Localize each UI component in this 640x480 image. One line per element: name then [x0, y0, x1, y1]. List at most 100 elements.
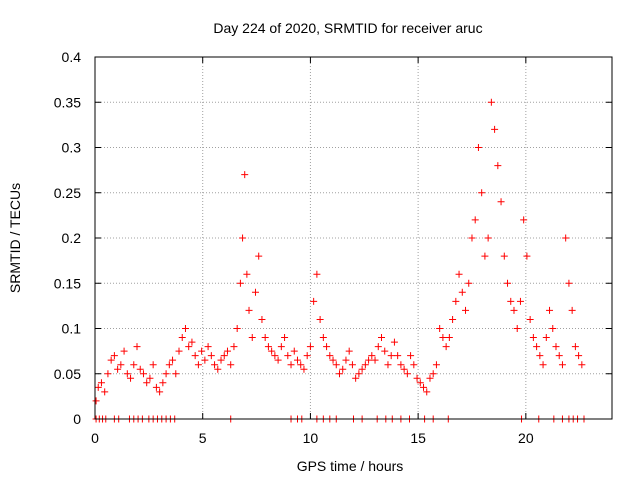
data-point [139, 370, 147, 378]
data-point [487, 98, 495, 106]
data-point [233, 325, 241, 332]
data-point [387, 352, 395, 360]
data-point [394, 352, 402, 360]
data-point [323, 343, 331, 351]
data-point [245, 306, 253, 314]
data-point [284, 352, 292, 360]
data-point [274, 356, 282, 364]
data-point [513, 325, 521, 332]
grid-lines [95, 57, 612, 419]
data-point [474, 144, 482, 151]
data-point [510, 306, 518, 314]
data-point [261, 334, 269, 342]
data-point [290, 347, 298, 355]
data-point [371, 356, 379, 364]
data-point [241, 171, 249, 179]
data-point [345, 347, 353, 355]
x-axis-label: GPS time / hours [297, 458, 404, 474]
data-point [130, 361, 138, 369]
data-point [578, 361, 586, 369]
data-point [217, 356, 225, 364]
data-point [442, 343, 450, 351]
data-point [92, 397, 100, 405]
data-point [558, 361, 566, 369]
data-point [123, 370, 131, 378]
data-point [436, 325, 444, 332]
data-point [303, 352, 311, 360]
data-point [432, 361, 440, 369]
data-point [94, 383, 102, 391]
data-point [110, 352, 118, 360]
data-point [169, 356, 177, 364]
data-point [497, 198, 505, 206]
data-point [326, 352, 334, 360]
data-point [426, 374, 434, 382]
data-point [400, 365, 408, 373]
data-point [204, 343, 212, 351]
data-point [549, 325, 557, 332]
data-point [397, 361, 405, 369]
data-point [546, 306, 554, 314]
data-point [368, 352, 376, 360]
data-point [445, 334, 453, 342]
data-point [390, 338, 398, 346]
data-point [462, 306, 470, 314]
data-point [313, 270, 321, 278]
data-point [277, 343, 285, 351]
data-point [529, 334, 537, 342]
data-point [468, 234, 476, 242]
data-point [384, 361, 392, 369]
data-point [133, 343, 141, 351]
data-point [120, 347, 128, 355]
data-point [416, 379, 424, 387]
data-point [156, 388, 164, 396]
data-point [255, 252, 263, 260]
data-point [365, 356, 373, 364]
data-point [146, 374, 154, 382]
data-point [214, 365, 222, 373]
data-point [114, 365, 122, 373]
data-point [552, 343, 560, 351]
data-point [300, 365, 308, 373]
data-point [332, 361, 340, 369]
data-point [355, 370, 363, 378]
y-axis-label: SRMTID / TECUs [7, 183, 23, 293]
data-point [136, 365, 144, 373]
data-point [452, 297, 460, 305]
data-point [571, 343, 579, 351]
data-point [562, 234, 570, 242]
data-point [568, 306, 576, 314]
data-point [555, 352, 563, 360]
data-point [335, 370, 343, 378]
data-point [185, 343, 193, 351]
data-point [248, 334, 256, 342]
data-point [410, 361, 418, 369]
data-point [281, 334, 289, 342]
data-point [107, 356, 115, 364]
data-point [227, 361, 235, 369]
chart-title: Day 224 of 2020, SRMTID for receiver aru… [213, 20, 482, 36]
data-point [159, 379, 167, 387]
data-point [211, 361, 219, 369]
data-point [504, 279, 512, 287]
data-point [526, 315, 534, 323]
data-point [165, 361, 173, 369]
y-tick-label: 0.35 [54, 94, 81, 110]
data-point [258, 315, 266, 323]
data-point [220, 352, 228, 360]
data-point [342, 356, 350, 364]
data-point [191, 352, 199, 360]
data-point [172, 370, 180, 378]
data-point [175, 347, 183, 355]
data-point [117, 361, 125, 369]
data-point [539, 361, 547, 369]
data-point [455, 270, 463, 278]
data-point [127, 374, 135, 382]
data-point [478, 189, 486, 197]
data-point [319, 334, 327, 342]
data-point [381, 347, 389, 355]
data-point [310, 297, 318, 305]
data-point [181, 325, 189, 332]
data-point [143, 379, 151, 387]
